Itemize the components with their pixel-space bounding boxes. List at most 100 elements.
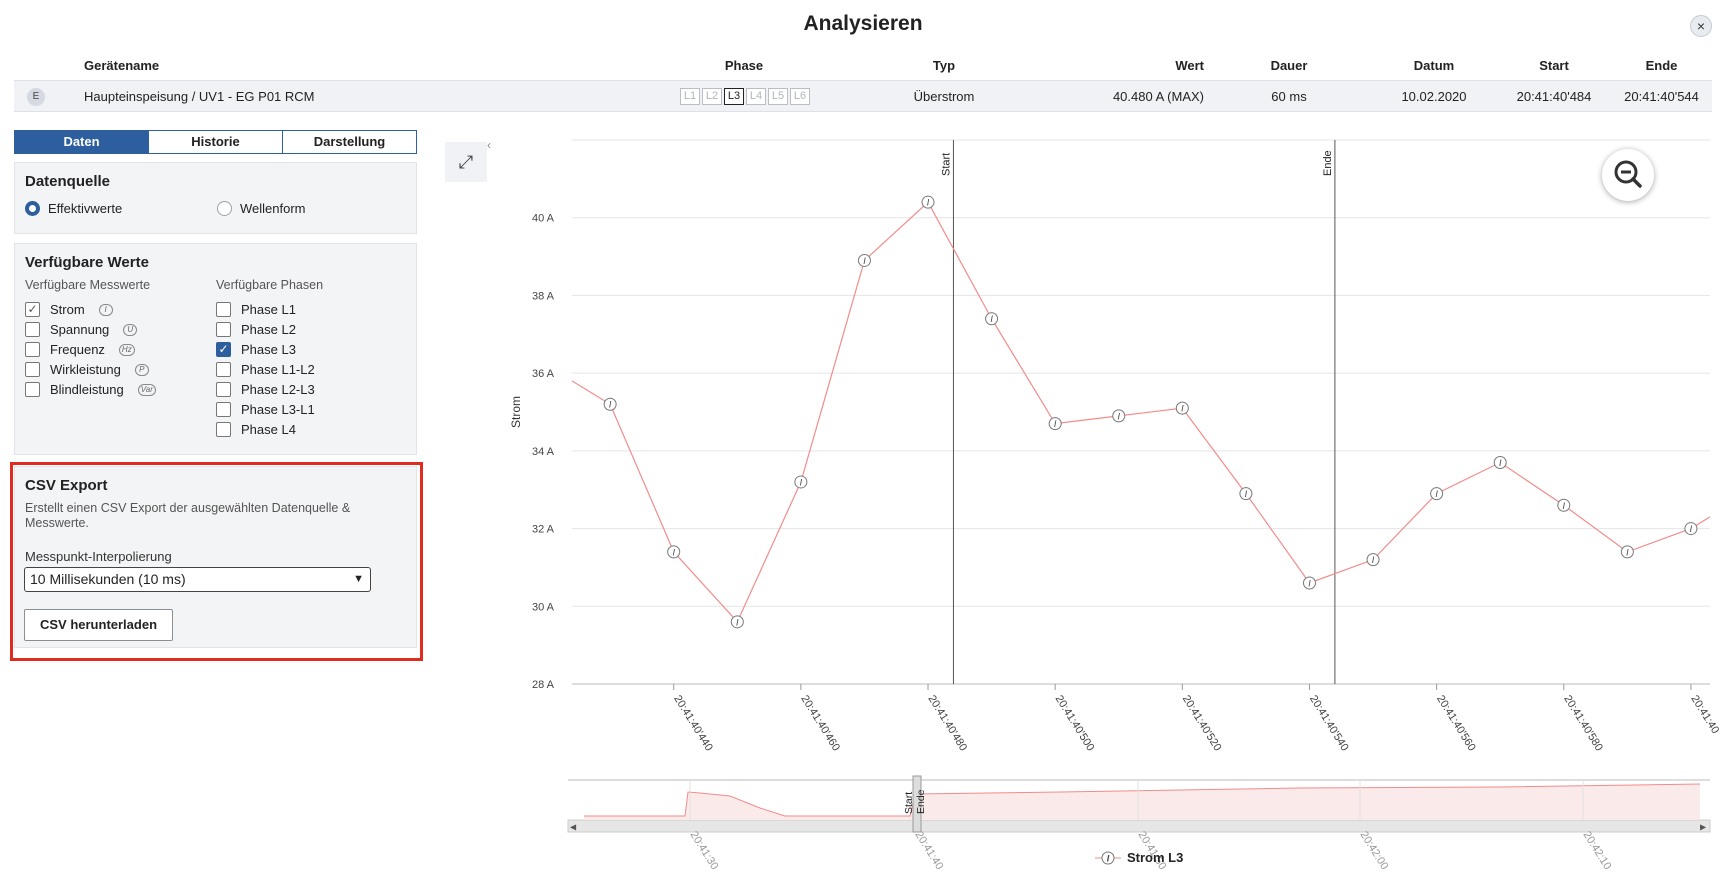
data-point-glyph: I (609, 400, 612, 410)
x-tick-label: 20:41:40'540 (1307, 693, 1351, 753)
checkbox-icon (25, 362, 40, 377)
data-point-glyph: I (736, 617, 739, 627)
phase-box-l2[interactable]: L2 (702, 88, 722, 105)
reactive-power-icon: Var (137, 383, 156, 396)
collapse-icon[interactable]: ‹ (487, 138, 491, 152)
phase-box-l1[interactable]: L1 (680, 88, 700, 105)
x-tick-label: 20:41:40'480 (925, 693, 969, 753)
checkbox-wirkleistung[interactable]: Wirkleistung P (25, 362, 149, 377)
csv-export-title: CSV Export (25, 477, 108, 494)
data-point-glyph: I (927, 198, 930, 208)
checkbox-phase-l1[interactable]: Phase L1 (216, 302, 296, 317)
data-point-glyph: I (1054, 419, 1057, 429)
checkbox-label: Phase L1 (241, 302, 296, 317)
header-dauer: Dauer (1270, 58, 1308, 73)
y-axis-label: Strom (509, 396, 523, 428)
checkbox-frequenz[interactable]: Frequenz Hz (25, 342, 135, 357)
checkbox-label: Strom (50, 302, 85, 317)
csv-download-button[interactable]: CSV herunterladen (24, 609, 173, 641)
table-header: Gerätename Phase Typ Wert Dauer Datum St… (14, 56, 1712, 76)
frequency-icon: Hz (118, 343, 135, 356)
checkbox-phase-l2[interactable]: Phase L2 (216, 322, 296, 337)
phase-box-l3[interactable]: L3 (724, 88, 744, 105)
checkbox-phase-l3-l1[interactable]: Phase L3-L1 (216, 402, 315, 417)
data-point (1620, 545, 1634, 559)
x-tick-label: 20:41:40'440 (671, 693, 715, 753)
svg-text:I: I (1107, 853, 1110, 863)
legend-item[interactable]: I Strom L3 (1095, 850, 1183, 865)
radio-wellenform[interactable]: Wellenform (217, 201, 306, 216)
header-wert: Wert (1175, 58, 1204, 73)
x-tick-label: 20:41:40'500 (1053, 693, 1097, 753)
scroll-right-icon: ▶ (1700, 823, 1707, 832)
data-point (667, 545, 681, 559)
data-point (1239, 487, 1253, 501)
phase-box-l6[interactable]: L6 (790, 88, 810, 105)
header-start: Start (1539, 58, 1569, 73)
event-value: 40.480 A (MAX) (1112, 89, 1204, 104)
fullscreen-icon[interactable]: ⤢ (445, 142, 487, 182)
navigator-handle (912, 775, 922, 833)
data-point-glyph: I (1563, 501, 1566, 511)
checkbox-blindleistung[interactable]: Blindleistung Var (25, 382, 156, 397)
header-typ: Typ (932, 58, 956, 73)
table-row[interactable]: E Haupteinspeisung / UV1 - EG P01 RCM L1… (14, 80, 1712, 112)
checkbox-checked-icon: ✓ (25, 302, 40, 317)
checkbox-icon (216, 362, 231, 377)
tab-daten[interactable]: Daten (15, 131, 149, 153)
verfuegbare-werte-panel: Verfügbare Werte Verfügbare Messwerte Ve… (14, 243, 417, 455)
data-point-glyph: I (672, 547, 675, 557)
zoom-out-icon (1614, 160, 1642, 188)
checkbox-label: Phase L4 (241, 422, 296, 437)
data-point (1684, 522, 1698, 536)
interpolation-select[interactable]: 10 Millisekunden (10 ms) ▼ (24, 567, 371, 592)
tab-historie[interactable]: Historie (149, 131, 283, 153)
checkbox-phase-l1-l2[interactable]: Phase L1-L2 (216, 362, 315, 377)
event-marker-label: Ende (1322, 150, 1334, 176)
data-point-glyph: I (1372, 555, 1375, 565)
phase-box-l5[interactable]: L5 (768, 88, 788, 105)
series-line (571, 201, 1711, 623)
y-tick-label: 30 A (532, 601, 555, 613)
radio-label: Wellenform (240, 201, 306, 216)
checkbox-label: Phase L2 (241, 322, 296, 337)
navigator-tick-label: 20:42:00 (1357, 829, 1390, 872)
checkbox-strom[interactable]: ✓ Strom I (25, 302, 113, 317)
header-geraetename: Gerätename (84, 58, 160, 73)
interpolation-value: 10 Millisekunden (10 ms) (30, 571, 186, 587)
close-button[interactable]: × (1690, 15, 1712, 37)
navigator-scrollbar (567, 819, 1711, 833)
checkbox-phase-l2-l3[interactable]: Phase L2-L3 (216, 382, 315, 397)
scroll-left-icon: ◀ (570, 823, 577, 832)
data-point (603, 397, 617, 411)
event-start: 20:41:40'484 (1516, 89, 1592, 104)
data-point (1112, 409, 1126, 423)
checkbox-label: Wirkleistung (50, 362, 121, 377)
phase-box-l4[interactable]: L4 (746, 88, 766, 105)
navigator-area (584, 784, 1700, 820)
zoom-out-button[interactable] (1602, 149, 1654, 201)
x-tick-label: 20:41:40'460 (798, 693, 842, 753)
tab-darstellung[interactable]: Darstellung (283, 131, 416, 153)
active-power-icon: P (134, 363, 149, 376)
data-point-glyph: I (1181, 404, 1184, 414)
event-duration: 60 ms (1271, 89, 1307, 104)
verfuegbare-werte-title: Verfügbare Werte (25, 254, 149, 271)
data-point (1302, 576, 1316, 590)
data-point-glyph: I (800, 477, 803, 487)
event-badge: E (27, 88, 45, 106)
device-name: Haupteinspeisung / UV1 - EG P01 RCM (84, 89, 315, 104)
radio-effektivwerte[interactable]: Effektivwerte (25, 201, 122, 216)
checkbox-phase-l4[interactable]: Phase L4 (216, 422, 296, 437)
checkbox-spannung[interactable]: Spannung U (25, 322, 138, 337)
checkbox-checked-icon: ✓ (216, 342, 231, 357)
tab-bar: Daten Historie Darstellung (14, 130, 417, 154)
data-point (1366, 553, 1380, 567)
y-tick-label: 36 A (532, 368, 555, 380)
checkbox-phase-l3[interactable]: ✓ Phase L3 (216, 342, 296, 357)
legend-label: Strom L3 (1127, 850, 1184, 865)
data-point (794, 475, 808, 489)
phase-selector: L1 L2 L3 L4 L5 L6 (680, 88, 810, 105)
y-tick-label: 32 A (532, 524, 555, 536)
checkbox-icon (216, 382, 231, 397)
